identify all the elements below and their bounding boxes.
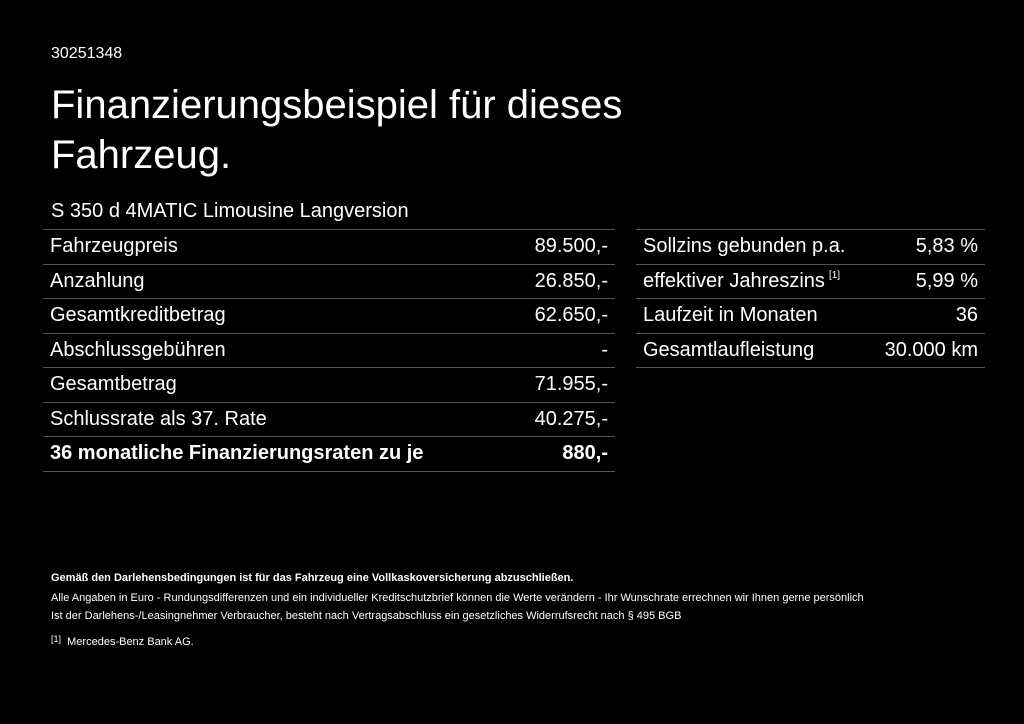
model: S 350 d 4MATIC Limousine Langversion (51, 200, 409, 222)
row-label: effektiver Jahreszins [1] (643, 270, 840, 293)
insurance-note: Gemäß den Darlehensbedingungen ist für d… (51, 572, 574, 584)
row-value: 62.650,- (534, 304, 608, 327)
table-row: Sollzins gebunden p.a. 5,83 % (636, 230, 985, 265)
row-value: 40.275,- (534, 407, 608, 430)
row-label: Anzahlung (50, 270, 145, 293)
table-row: Anzahlung 26.850,- (43, 265, 615, 299)
row-value: 880,- (562, 442, 608, 465)
row-label: Gesamtbetrag (50, 373, 177, 396)
row-label: Schlussrate als 37. Rate (50, 408, 267, 431)
row-label-text: Fahrzeugpreis (50, 235, 178, 258)
footnote: [1] Mercedes-Benz Bank AG. (51, 634, 194, 648)
table-row: Gesamtbetrag 71.955,- (43, 368, 615, 403)
footnote-marker: [1] (51, 634, 62, 644)
row-value: 89.500,- (534, 235, 608, 258)
table-row: Gesamtlaufleistung 30.000 km (636, 334, 985, 368)
row-label-text: Laufzeit in Monaten (643, 304, 818, 327)
table-row: Gesamtkreditbetrag 62.650,- (43, 299, 615, 334)
row-label-text: Abschlussgebühren (50, 338, 226, 361)
row-label: Gesamtlaufleistung (643, 339, 814, 362)
row-label: Sollzins gebunden p.a. (643, 235, 845, 258)
row-label-text: Gesamtbetrag (50, 373, 177, 396)
row-label-text: Gesamtlaufleistung (643, 338, 815, 361)
row-label-text: Gesamtkreditbetrag (50, 304, 226, 327)
row-label: Fahrzeugpreis (50, 235, 178, 258)
table-row: Abschlussgebühren - (43, 334, 615, 368)
note: Alle Angaben in Euro - Rundungsdifferenz… (51, 592, 864, 604)
row-label: 36 monatliche Finanzierungsraten zu je (50, 442, 423, 465)
rate-table: Sollzins gebunden p.a. 5,83 % effektiver J… (636, 229, 985, 368)
row-value: 26.850,- (534, 269, 608, 292)
row-label-text: 36 monatliche Finanzierungsraten zu je (50, 442, 424, 465)
row-value: 5,83 % (915, 235, 978, 258)
row-value: 5,99 % (915, 269, 978, 292)
table-row: Fahrzeugpreis 89.500,- (43, 230, 615, 265)
row-label-text: Schlussrate als 37. Rate (50, 407, 267, 430)
row-label: Laufzeit in Monaten (643, 304, 818, 327)
row-value: - (601, 338, 608, 361)
row-label: Gesamtkreditbetrag (50, 304, 226, 327)
table-row: effektiver Jahreszins [1] 5,99 % (636, 265, 985, 299)
table-row: 36 monatliche Finanzierungsraten zu je 88… (43, 437, 615, 472)
finance-table: Fahrzeugpreis 89.500,- Anzahlung 26.850,- Ge… (43, 229, 615, 472)
row-label-text: effektiver Jahreszins (643, 269, 825, 292)
vehicle-id: 30251348 (51, 45, 123, 62)
row-value: 36 (955, 304, 978, 327)
table-row: Laufzeit in Monaten 36 (636, 299, 985, 334)
row-label-text: Anzahlung (50, 269, 145, 292)
title: Finanzierungsbeispiel für dieses Fahrzeu… (51, 83, 623, 177)
table-row: Schlussrate als 37. Rate 40.275,- (43, 403, 615, 437)
note-marker: [1] (828, 269, 841, 281)
footnote-text: Mercedes-Benz Bank AG. (67, 636, 194, 648)
row-value: 30.000 km (884, 338, 978, 361)
row-value: 71.955,- (534, 373, 608, 396)
row-label-text: Sollzins gebunden p.a. (643, 235, 846, 258)
note: Ist der Darlehens-/Leasingnehmer Verbrau… (51, 610, 682, 622)
row-label: Abschlussgebühren (50, 339, 226, 362)
